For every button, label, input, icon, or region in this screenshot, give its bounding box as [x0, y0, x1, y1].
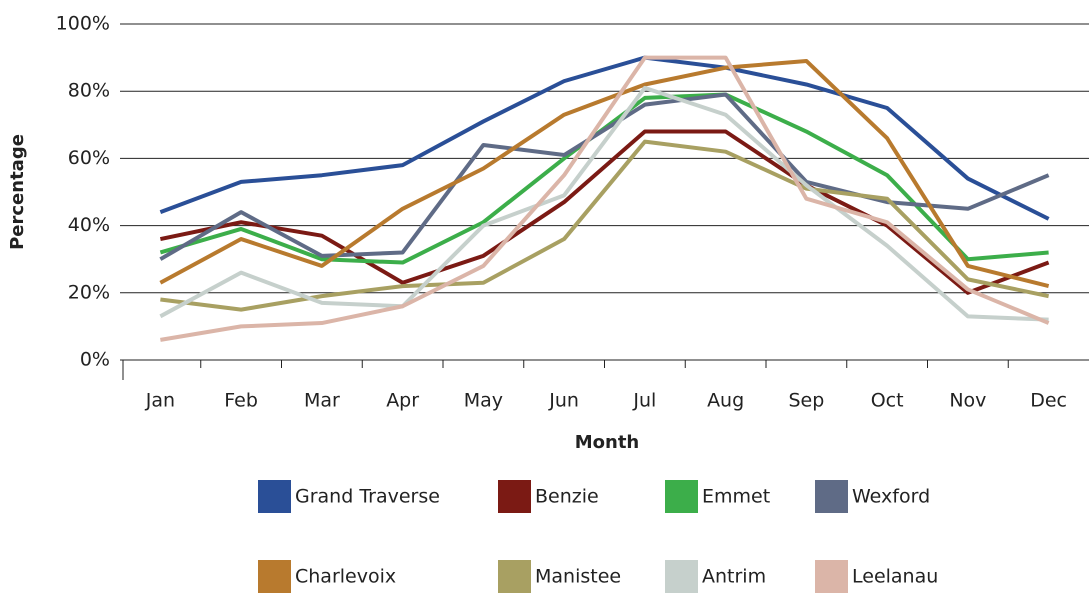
- legend-swatch: [498, 560, 531, 593]
- y-tick-label: 80%: [68, 80, 110, 102]
- x-tick-label: Sep: [788, 390, 824, 412]
- x-tick-label: Aug: [707, 390, 744, 412]
- x-tick-label: May: [464, 390, 503, 412]
- legend-label: Emmet: [702, 486, 770, 508]
- series-line: [159, 58, 1050, 289]
- series-line: [159, 129, 1050, 295]
- legend-swatch: [258, 560, 291, 593]
- legend-label: Grand Traverse: [295, 486, 440, 508]
- legend-label: Wexford: [852, 486, 930, 508]
- x-tick-label: Jan: [145, 390, 175, 412]
- x-tick-label: Feb: [224, 390, 258, 412]
- legend-swatch: [258, 480, 291, 513]
- legend-swatch: [815, 560, 848, 593]
- y-tick-label: 100%: [56, 13, 110, 35]
- x-tick-label: Apr: [386, 390, 419, 412]
- x-tick-label: Nov: [949, 390, 986, 412]
- x-tick-label: Jul: [632, 390, 656, 412]
- y-tick-label: 40%: [68, 214, 110, 236]
- legend-swatch: [665, 560, 698, 593]
- x-tick-label: Jun: [548, 390, 579, 412]
- series-line: [159, 92, 1050, 261]
- legend-label: Benzie: [535, 486, 599, 508]
- x-tick-label: Oct: [871, 390, 904, 412]
- legend-swatch: [665, 480, 698, 513]
- y-tick-label: 60%: [68, 147, 110, 169]
- legend-label: Antrim: [702, 566, 766, 588]
- y-tick-label: 0%: [80, 349, 110, 371]
- y-tick-label: 20%: [68, 281, 110, 303]
- x-tick-label: Mar: [304, 390, 340, 412]
- series-line: [159, 85, 1049, 322]
- series-line: [160, 55, 1050, 342]
- x-tick-label: Dec: [1030, 390, 1067, 412]
- legend-swatch: [498, 480, 531, 513]
- legend-swatch: [815, 480, 848, 513]
- series-line: [159, 55, 1050, 221]
- legend-label: Leelanau: [852, 566, 938, 588]
- y-axis-title: Percentage: [7, 134, 28, 250]
- x-axis-title: Month: [575, 432, 640, 453]
- legend-label: Charlevoix: [295, 566, 396, 588]
- legend-label: Manistee: [535, 566, 621, 588]
